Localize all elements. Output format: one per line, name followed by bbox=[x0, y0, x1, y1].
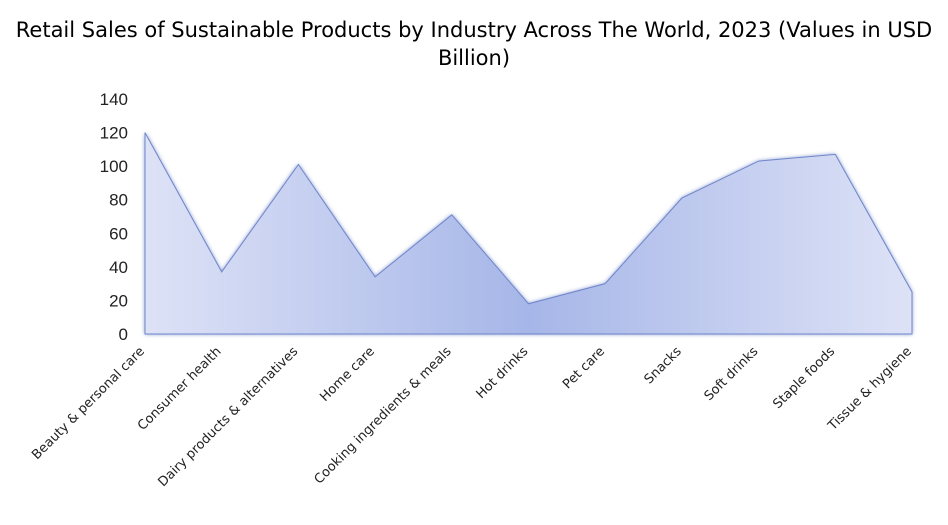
x-tick-label: Hot drinks bbox=[474, 344, 532, 402]
x-tick-label: Dairy products & alternatives bbox=[155, 344, 301, 490]
chart-title: Retail Sales of Sustainable Products by … bbox=[15, 18, 933, 70]
x-tick-label: Pet care bbox=[560, 344, 608, 392]
x-tick-label: Home care bbox=[317, 344, 378, 405]
x-tick-label: Soft drinks bbox=[702, 344, 762, 404]
y-tick-label: 40 bbox=[109, 258, 128, 277]
y-tick-label: 120 bbox=[100, 124, 128, 143]
x-tick-label: Staple foods bbox=[770, 344, 838, 412]
x-tick-label: Tissue & hygiene bbox=[825, 344, 915, 434]
y-tick-label: 0 bbox=[119, 325, 128, 344]
y-tick-label: 60 bbox=[109, 224, 128, 243]
x-tick-label: Consumer health bbox=[135, 344, 225, 434]
y-tick-label: 100 bbox=[100, 157, 128, 176]
y-tick-label: 80 bbox=[109, 191, 128, 210]
area-series bbox=[144, 132, 913, 335]
y-tick-label: 20 bbox=[109, 291, 128, 310]
y-tick-label: 140 bbox=[100, 90, 128, 109]
x-tick-label: Beauty & personal care bbox=[29, 344, 148, 463]
x-tick-label: Cooking ingredients & meals bbox=[312, 344, 455, 487]
x-tick-label: Snacks bbox=[642, 344, 685, 387]
